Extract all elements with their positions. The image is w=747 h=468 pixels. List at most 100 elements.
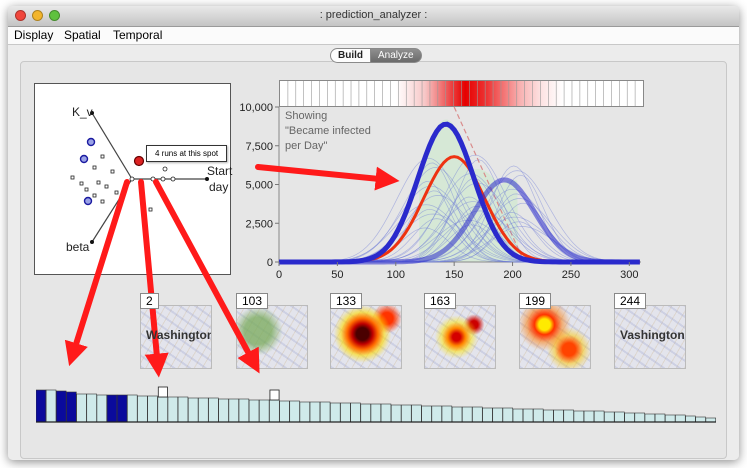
run-bar[interactable]	[340, 402, 351, 423]
run-bar[interactable]	[177, 396, 189, 423]
run-bar[interactable]	[644, 413, 656, 423]
run-bar[interactable]	[147, 395, 158, 423]
menu-spatial[interactable]: Spatial	[64, 28, 101, 42]
run-bar[interactable]	[461, 406, 473, 423]
run-bar[interactable]	[411, 404, 422, 423]
x-tick-label: 150	[445, 269, 463, 281]
epidemic-curves-chart[interactable]: 0 50 100 150 200 250 300 0 2,500 5,000 7,500 10,000…	[231, 100, 651, 300]
run-bar[interactable]	[512, 408, 524, 423]
run-bar[interactable]	[309, 401, 321, 423]
run-bar[interactable]	[36, 389, 47, 423]
run-bar[interactable]	[380, 403, 392, 423]
run-bar[interactable]	[472, 406, 483, 423]
time-thumbnail[interactable]: 133	[330, 293, 402, 369]
run-bar[interactable]	[66, 391, 77, 423]
minimize-window-button[interactable]	[32, 10, 43, 21]
run-bar[interactable]	[563, 409, 574, 423]
run-bar[interactable]	[654, 413, 666, 423]
map-heat-image	[424, 305, 496, 369]
run-bar[interactable]	[705, 417, 716, 423]
map-heat-image: Washington	[140, 305, 212, 369]
time-thumbnail[interactable]: 2 Washington	[140, 293, 212, 369]
run-bar[interactable]	[198, 397, 209, 423]
menu-temporal[interactable]: Temporal	[113, 28, 163, 42]
menu-display[interactable]: Display	[14, 28, 54, 42]
run-bar[interactable]	[289, 400, 300, 423]
run-bar[interactable]	[502, 407, 514, 423]
run-bar[interactable]	[431, 405, 442, 423]
run-bar[interactable]	[208, 397, 219, 423]
x-tick-label: 50	[331, 269, 343, 281]
run-bar[interactable]	[482, 407, 493, 423]
run-bar[interactable]	[330, 402, 341, 423]
run-bar[interactable]	[421, 405, 432, 423]
run-bar[interactable]	[299, 401, 311, 423]
run-bar[interactable]	[76, 393, 87, 423]
map-city-label: Washington	[146, 328, 212, 342]
close-window-button[interactable]	[15, 10, 26, 21]
run-bar[interactable]	[492, 407, 503, 423]
run-bar[interactable]	[269, 399, 280, 423]
run-bar[interactable]	[45, 389, 57, 423]
run-bar[interactable]	[634, 412, 645, 423]
run-bar[interactable]	[116, 394, 128, 423]
run-bar[interactable]	[624, 412, 635, 423]
timeline-heat-strip[interactable]	[279, 80, 644, 107]
run-bar[interactable]	[593, 410, 605, 423]
map-heat-image	[519, 305, 591, 369]
run-ranking-bars[interactable]	[36, 380, 716, 424]
run-bar[interactable]	[441, 405, 453, 423]
run-bar[interactable]	[55, 390, 67, 423]
time-thumbnail[interactable]: 244 Vashington	[614, 293, 686, 369]
run-bar[interactable]	[533, 408, 544, 423]
run-bar[interactable]	[664, 414, 676, 423]
time-thumbnail[interactable]: 199	[519, 293, 591, 369]
window-title: : prediction_analyzer :	[319, 9, 428, 21]
window-controls	[15, 10, 60, 21]
runs-tooltip: 4 runs at this spot	[146, 145, 228, 162]
thumbnail-day-label: 244	[614, 293, 647, 309]
run-bar[interactable]	[248, 399, 260, 423]
build-tab[interactable]: Build	[330, 48, 371, 63]
run-bar[interactable]	[614, 411, 625, 423]
start-axis-label: Start	[207, 164, 233, 178]
run-bar[interactable]	[218, 398, 229, 423]
run-bar[interactable]	[695, 416, 706, 423]
run-bar[interactable]	[350, 402, 361, 423]
y-tick-label: 5,000	[245, 180, 273, 192]
time-thumbnail[interactable]: 103	[236, 293, 308, 369]
run-bar[interactable]	[360, 403, 371, 423]
run-bar[interactable]	[137, 395, 148, 423]
run-bar[interactable]	[401, 404, 412, 423]
parameter-space-plot[interactable]: K_v Start day beta	[34, 83, 233, 275]
run-bar[interactable]	[319, 401, 331, 423]
run-bar[interactable]	[543, 409, 554, 423]
run-bar[interactable]	[675, 414, 686, 423]
run-bar[interactable]	[157, 396, 168, 423]
run-bar[interactable]	[96, 394, 108, 423]
x-tick-label: 0	[276, 269, 282, 281]
run-bar[interactable]	[604, 411, 615, 423]
run-bar[interactable]	[106, 394, 118, 423]
run-bar[interactable]	[583, 410, 595, 423]
run-bar[interactable]	[553, 409, 564, 423]
run-bar[interactable]	[451, 406, 463, 423]
run-bar[interactable]	[258, 399, 270, 423]
run-bar[interactable]	[522, 408, 534, 423]
highlighted-run-curve[interactable]	[279, 177, 640, 265]
parameter-axes	[70, 111, 209, 244]
run-bar[interactable]	[127, 394, 138, 423]
run-bar[interactable]	[279, 400, 290, 423]
run-bar[interactable]	[238, 398, 250, 423]
run-bar[interactable]	[685, 415, 696, 423]
run-bar[interactable]	[390, 404, 402, 423]
analyze-tab[interactable]: Analyze	[371, 48, 422, 63]
run-bar[interactable]	[573, 410, 585, 423]
run-bar[interactable]	[86, 393, 97, 423]
run-bar[interactable]	[370, 403, 382, 423]
run-bar[interactable]	[167, 396, 179, 423]
run-bar[interactable]	[228, 398, 239, 423]
time-thumbnail[interactable]: 163	[424, 293, 496, 369]
zoom-window-button[interactable]	[49, 10, 60, 21]
run-bar[interactable]	[187, 397, 199, 423]
